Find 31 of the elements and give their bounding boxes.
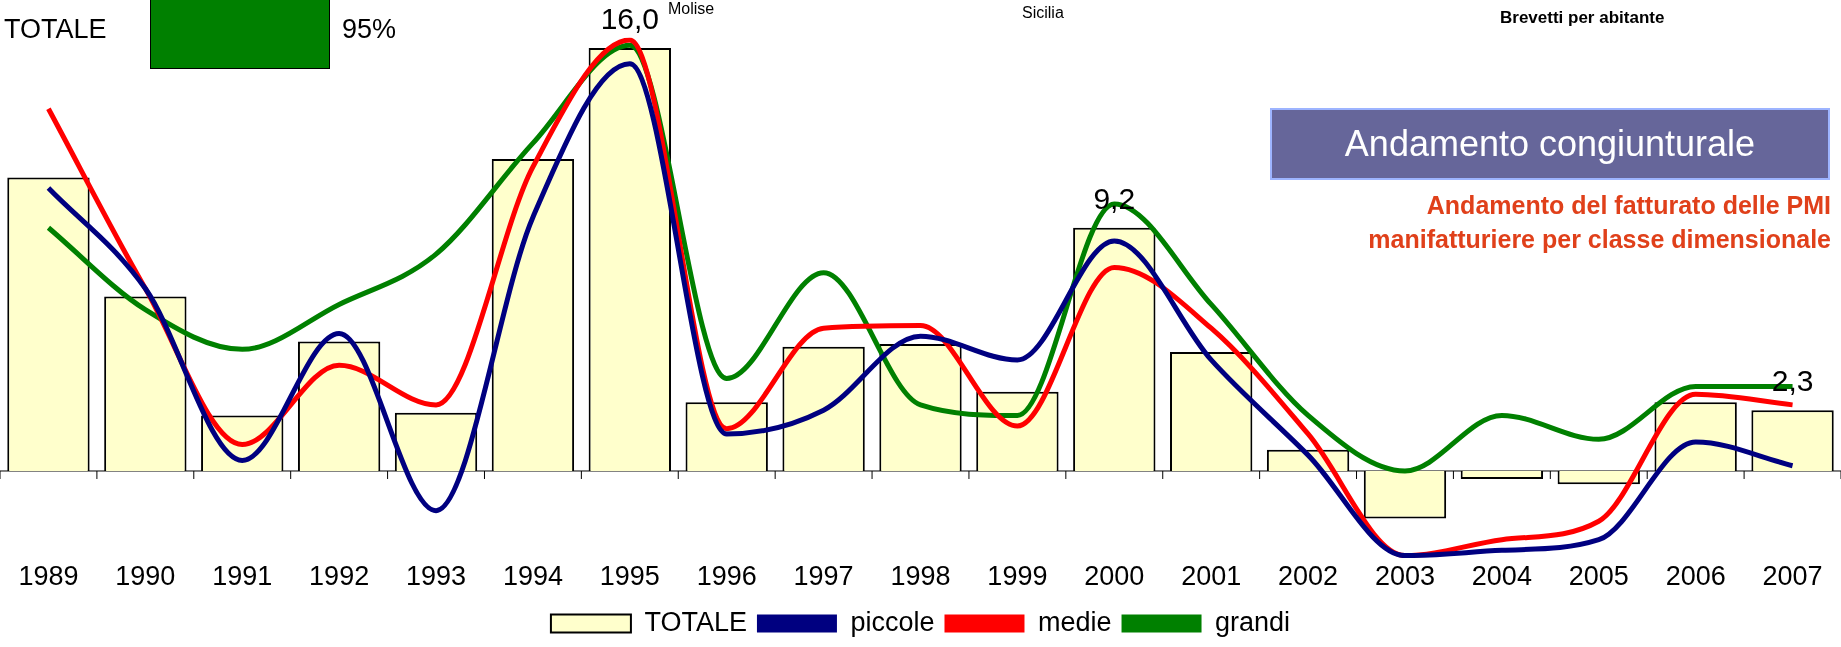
- x-tick-label: 2001: [1181, 561, 1242, 592]
- x-tick-label: 2000: [1084, 561, 1145, 592]
- x-tick-label: 1994: [502, 561, 563, 592]
- data-label: 16,0: [600, 2, 660, 36]
- data-label: 2,3: [1771, 364, 1814, 398]
- x-tick-label: 2005: [1568, 561, 1629, 592]
- x-tick-label: 2002: [1278, 561, 1339, 592]
- x-tick-label: 1993: [405, 561, 467, 592]
- legend-label: TOTALE: [644, 606, 747, 637]
- legend-label: medie: [1037, 606, 1112, 637]
- annotation: 95%: [342, 14, 397, 45]
- x-tick-label: 2003: [1374, 561, 1436, 592]
- x-tick-label: 1991: [212, 561, 273, 592]
- text: Sicilia: [1022, 4, 1064, 22]
- annotation: TOTALE: [4, 14, 107, 45]
- x-tick-label: 1990: [115, 561, 176, 592]
- text: Andamento del fatturato delle PMI manifatturiere per classe dimensionale: [1367, 190, 1831, 255]
- legend-label: piccole: [850, 606, 935, 637]
- legend-label: grandi: [1215, 606, 1291, 637]
- x-tick-label: 1995: [599, 561, 660, 592]
- text: Brevetti per abitante: [1500, 8, 1665, 28]
- text: Molise: [668, 0, 715, 18]
- x-tick-label: 1996: [696, 561, 757, 592]
- x-tick-label: 1999: [987, 561, 1048, 592]
- x-tick-label: 1992: [309, 561, 370, 592]
- x-tick-label: 2006: [1665, 561, 1726, 592]
- x-tick-label: 1998: [890, 561, 951, 592]
- x-tick-label: 2004: [1471, 561, 1532, 592]
- x-tick-label: 1989: [18, 561, 79, 592]
- x-tick-label: 1997: [793, 561, 854, 592]
- x-tick-label: 2007: [1762, 561, 1823, 592]
